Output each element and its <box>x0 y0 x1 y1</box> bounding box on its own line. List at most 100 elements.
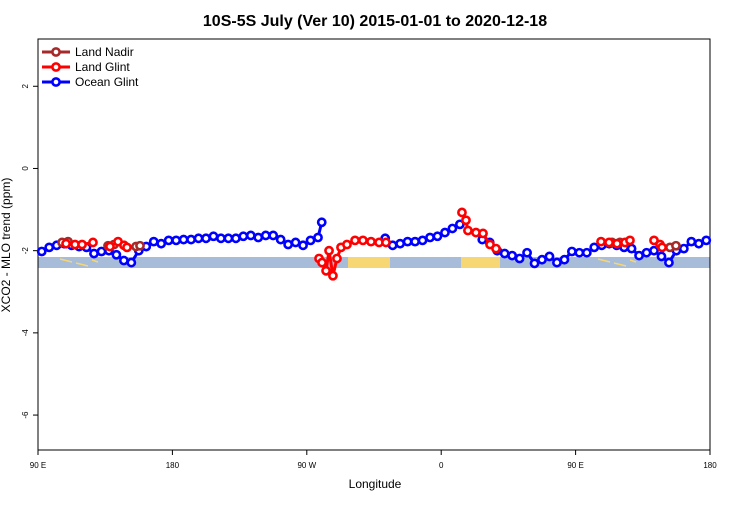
data-point <box>105 241 115 252</box>
data-point <box>88 237 98 248</box>
legend-marker <box>51 47 61 57</box>
data-point <box>686 236 697 247</box>
y-tick-label: -2 <box>21 247 30 255</box>
data-point <box>499 248 510 259</box>
series <box>61 207 667 281</box>
data-point <box>671 240 681 251</box>
data-point <box>316 217 327 228</box>
data-point <box>544 251 555 262</box>
data-point <box>89 248 99 259</box>
island-outline <box>597 258 637 267</box>
y-tick-label: -4 <box>21 329 30 337</box>
y-axis-label: XCO2 - MLO trend (ppm) <box>0 178 13 313</box>
data-point <box>461 215 471 226</box>
data-point <box>201 233 211 244</box>
legend-label: Ocean Glint <box>75 75 139 89</box>
data-point <box>366 236 376 247</box>
data-point <box>275 234 286 245</box>
data-point <box>223 233 234 244</box>
data-point <box>135 240 145 251</box>
data-point <box>402 236 413 247</box>
data-point <box>425 232 435 243</box>
data-point <box>260 230 271 241</box>
data-point <box>491 243 501 254</box>
data-point <box>581 247 592 258</box>
data-point <box>358 235 368 246</box>
data-point <box>332 253 342 264</box>
data-point <box>253 232 264 243</box>
data-point <box>148 236 159 247</box>
y-tick-label: 0 <box>21 166 30 171</box>
data-point <box>701 235 712 246</box>
data-point <box>612 238 622 249</box>
data-point <box>625 235 635 246</box>
data-point <box>305 235 316 246</box>
data-point <box>656 251 667 262</box>
island-outline <box>59 258 99 267</box>
legend-marker <box>51 62 61 72</box>
x-tick-label: 180 <box>166 461 180 470</box>
x-axis-label: Longitude <box>349 477 402 491</box>
data-point <box>178 234 189 245</box>
data-point <box>186 234 196 245</box>
data-point <box>122 242 132 253</box>
data-point <box>552 257 562 268</box>
data-point <box>118 255 129 266</box>
data-point <box>342 239 352 250</box>
data-point <box>410 236 420 247</box>
legend-label: Land Nadir <box>75 45 134 59</box>
chart-title: 10S-5S July (Ver 10) 2015-01-01 to 2020-… <box>203 13 547 30</box>
x-tick-label: 90 W <box>297 461 316 470</box>
data-point <box>193 233 204 244</box>
data-point <box>507 250 518 261</box>
data-point <box>61 238 71 249</box>
data-point <box>111 249 122 260</box>
data-point <box>664 257 674 268</box>
data-point <box>417 235 428 246</box>
data-point <box>96 246 107 257</box>
data-point <box>317 257 327 268</box>
map-strip <box>38 257 710 268</box>
plot-frame <box>37 38 711 451</box>
data-point <box>559 254 570 265</box>
data-point <box>596 236 606 247</box>
data-point <box>230 233 241 244</box>
data-point <box>395 238 406 249</box>
data-point <box>216 233 226 244</box>
data-point <box>641 247 652 258</box>
data-point <box>440 227 450 238</box>
data-point <box>171 235 182 246</box>
data-point <box>126 257 137 268</box>
data-point <box>321 265 331 276</box>
x-tick-label: 0 <box>439 461 444 470</box>
data-point <box>693 238 704 249</box>
data-point <box>350 235 360 246</box>
data-point <box>381 237 391 248</box>
data-point <box>36 246 47 257</box>
data-point <box>589 242 600 253</box>
data-point <box>298 240 308 251</box>
x-tick-label: 180 <box>703 461 717 470</box>
data-point <box>328 270 338 281</box>
data-point <box>566 246 577 257</box>
x-tick-label: 90 E <box>567 461 583 470</box>
data-point <box>514 253 525 264</box>
data-point <box>537 254 547 265</box>
data-point <box>238 231 249 242</box>
land-patch <box>348 257 390 268</box>
data-point <box>657 242 667 253</box>
data-point <box>678 243 689 254</box>
data-point <box>457 207 467 218</box>
data-point <box>208 231 219 242</box>
y-tick-label: 2 <box>21 83 30 88</box>
data-point <box>163 235 174 246</box>
legend-marker <box>51 77 61 87</box>
data-point <box>245 230 256 241</box>
data-point <box>268 230 279 241</box>
data-point <box>649 245 659 256</box>
data-point <box>529 258 540 269</box>
data-point <box>478 228 488 239</box>
x-tick-label: 90 E <box>30 461 46 470</box>
